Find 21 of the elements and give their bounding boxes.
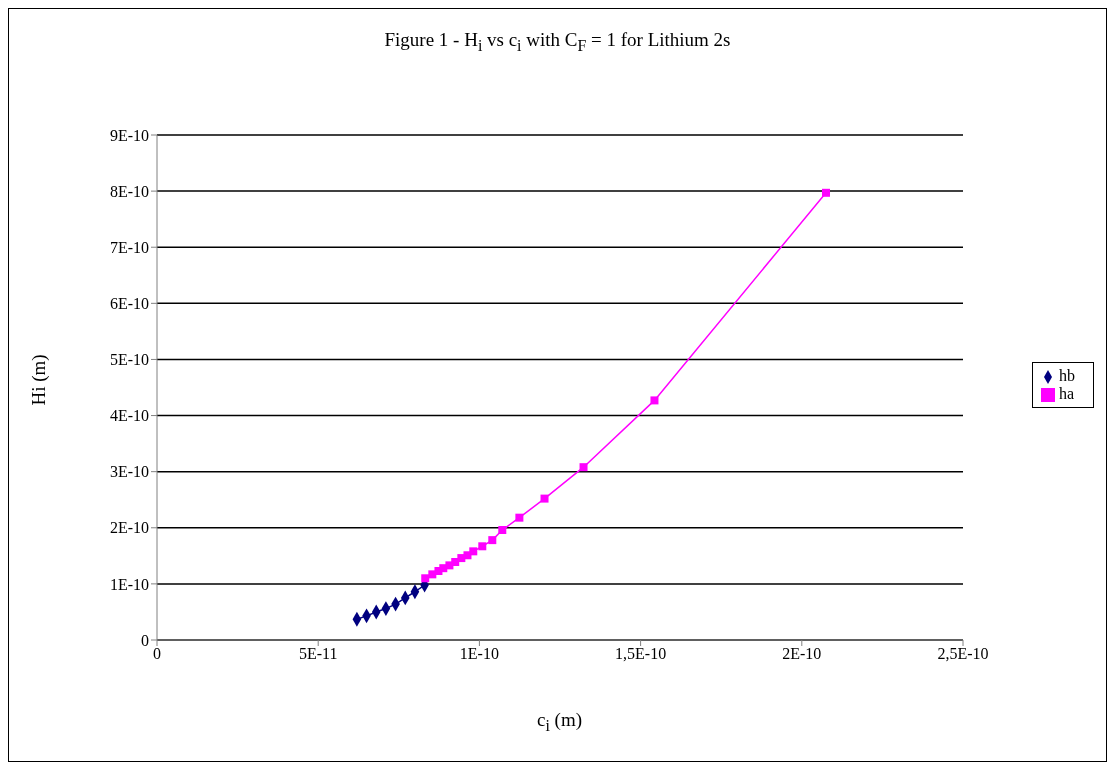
x-tick-label: 5E-11 [298, 645, 338, 663]
y-tick-label: 4E-10 [109, 407, 149, 425]
x-tick-label: 0 [153, 645, 161, 663]
y-tick-label: 5E-10 [109, 351, 149, 369]
y-tick-label: 7E-10 [109, 238, 149, 256]
legend-label: hb [1059, 367, 1075, 384]
y-tick-label: 2E-10 [109, 519, 149, 537]
y-tick-label: 3E-10 [109, 463, 149, 481]
x-tick-label: 1,5E-10 [615, 645, 667, 663]
chart-title: Figure 1 - H$_{i}$ vs c$_{i}$ with C$_{F}$ = 1 for Lithium 2s [383, 29, 732, 55]
y-axis-title: Hi (m) [28, 353, 50, 408]
x-tick-label: 2,5E-10 [937, 645, 989, 663]
x-axis-title: c$_{i}$ (m) [536, 709, 583, 735]
y-tick-label: 8E-10 [109, 182, 149, 200]
y-tick-label: 6E-10 [109, 295, 149, 313]
x-tick-label: 1E-10 [459, 645, 499, 663]
x-tick-label: 2E-10 [782, 645, 822, 663]
y-tick-label: 1E-10 [109, 575, 149, 593]
y-tick-label: 9E-10 [109, 126, 149, 144]
legend-label: ha [1059, 385, 1075, 402]
y-tick-label: 0 [141, 631, 149, 649]
